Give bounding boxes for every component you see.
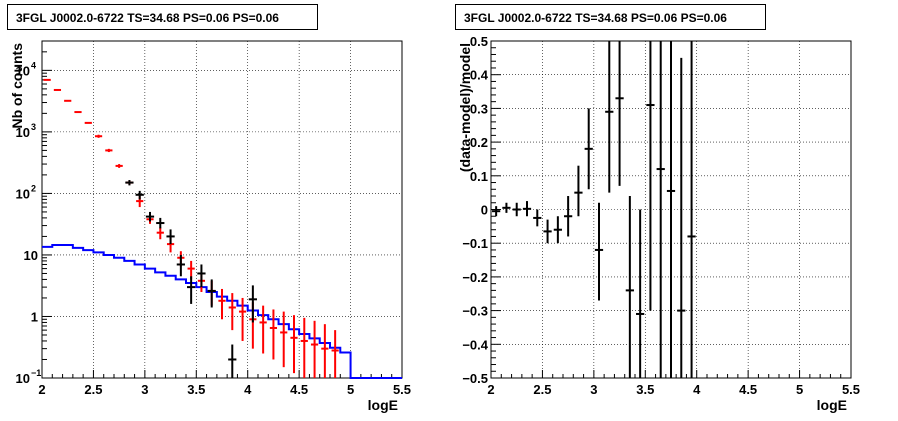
data-point bbox=[145, 211, 155, 222]
y-tick-label: 0.4 bbox=[470, 68, 489, 83]
y-tick-label: 10 bbox=[24, 248, 38, 263]
model-point bbox=[300, 317, 308, 378]
x-tick-label: 2 bbox=[38, 382, 45, 397]
model-point bbox=[115, 164, 123, 168]
y-axis-title: Nb of counts bbox=[9, 43, 25, 129]
data-point bbox=[166, 229, 175, 245]
data-point bbox=[135, 190, 144, 200]
residual-point bbox=[564, 196, 573, 237]
model-point bbox=[321, 324, 329, 378]
residual-point bbox=[656, 41, 665, 378]
left-chart-title: 3FGL J0002.0-6722 TS=34.68 PS=0.06 PS=0.… bbox=[7, 4, 318, 30]
residual-point bbox=[666, 41, 676, 378]
model-point bbox=[156, 227, 164, 240]
residual-point bbox=[625, 196, 634, 378]
x-tick-label: 5 bbox=[796, 382, 803, 397]
residual-point bbox=[615, 41, 624, 186]
x-tick-label: 4 bbox=[693, 382, 701, 397]
y-tick-label: 0.3 bbox=[470, 101, 488, 116]
right-chart-title: 3FGL J0002.0-6722 TS=34.68 PS=0.06 PS=0.… bbox=[455, 4, 766, 30]
data-point bbox=[176, 254, 185, 277]
y-tick-label: −0.4 bbox=[462, 337, 488, 352]
model-point bbox=[269, 309, 278, 360]
x-axis-title: logE bbox=[368, 397, 398, 413]
model-point bbox=[280, 311, 288, 368]
y-tick-label: 0.1 bbox=[470, 169, 488, 184]
y-tick-label: −0.3 bbox=[462, 304, 488, 319]
model-point bbox=[94, 134, 103, 138]
model-point bbox=[259, 305, 267, 354]
plot-frame bbox=[41, 40, 403, 379]
residual-point bbox=[502, 202, 511, 213]
x-axis-title: logE bbox=[817, 397, 847, 413]
y-tick-label: 0.5 bbox=[470, 34, 488, 49]
residual-point bbox=[584, 108, 593, 190]
x-tick-label: 5 bbox=[347, 382, 354, 397]
x-tick-label: 4 bbox=[244, 382, 252, 397]
x-tick-label: 2 bbox=[487, 382, 494, 397]
y-tick-exponent: 4 bbox=[31, 60, 36, 70]
y-tick-label: −0.5 bbox=[462, 371, 488, 386]
residual-point bbox=[605, 41, 614, 193]
residual-point bbox=[512, 202, 521, 217]
y-tick-label: −0.1 bbox=[462, 236, 488, 251]
residual-point bbox=[574, 165, 583, 217]
x-tick-label: 3 bbox=[141, 382, 148, 397]
background-histogram bbox=[42, 244, 402, 379]
model-point bbox=[310, 320, 319, 378]
residual-point bbox=[646, 41, 655, 311]
x-tick-label: 2.5 bbox=[533, 382, 551, 397]
residual-point bbox=[533, 209, 542, 227]
y-tick-label: 0 bbox=[481, 203, 488, 218]
x-tick-label: 3.5 bbox=[187, 382, 205, 397]
x-tick-label: 5.5 bbox=[842, 382, 860, 397]
y-tick-label: 10 bbox=[16, 371, 30, 386]
y-tick-label: 10 bbox=[16, 125, 30, 140]
model-point bbox=[238, 297, 247, 341]
model-point bbox=[228, 293, 236, 331]
model-point bbox=[331, 330, 339, 378]
x-tick-label: 2.5 bbox=[84, 382, 102, 397]
residual-point bbox=[636, 209, 645, 378]
data-point bbox=[228, 344, 237, 378]
y-tick-label: 0.2 bbox=[470, 135, 488, 150]
model-point bbox=[290, 315, 298, 374]
y-axis-title: (data-model)/model bbox=[457, 43, 473, 172]
model-point bbox=[105, 148, 113, 153]
residual-point bbox=[687, 41, 696, 378]
residual-point bbox=[677, 57, 686, 378]
y-tick-exponent: −1 bbox=[31, 368, 41, 378]
data-point bbox=[125, 180, 134, 186]
residual-point bbox=[543, 219, 552, 244]
model-point bbox=[218, 288, 226, 320]
y-tick-label: 10 bbox=[16, 63, 30, 78]
x-tick-label: 3 bbox=[590, 382, 597, 397]
x-tick-label: 4.5 bbox=[290, 382, 308, 397]
data-point bbox=[156, 217, 165, 229]
right-chart: 2 2.5 3 3.5 4 4.5 5 5.5 −0.5 −0.4 −0.3 −0.2 −0.1 0 0.1… bbox=[457, 34, 860, 413]
x-tick-label: 5.5 bbox=[393, 382, 411, 397]
y-tick-label: 1 bbox=[31, 309, 38, 324]
residual-point bbox=[492, 206, 501, 217]
x-tick-label: 4.5 bbox=[739, 382, 757, 397]
residual-point bbox=[553, 216, 562, 244]
y-tick-label: 10 bbox=[16, 186, 30, 201]
y-tick-exponent: 3 bbox=[31, 122, 36, 132]
y-tick-exponent: 2 bbox=[31, 183, 36, 193]
x-tick-label: 3.5 bbox=[636, 382, 654, 397]
residual-point bbox=[594, 202, 604, 301]
data-point bbox=[197, 264, 206, 288]
data-point bbox=[207, 279, 216, 308]
data-point bbox=[187, 276, 196, 304]
data-point bbox=[248, 285, 257, 323]
residual-point bbox=[522, 201, 532, 217]
y-tick-label: −0.2 bbox=[462, 270, 488, 285]
